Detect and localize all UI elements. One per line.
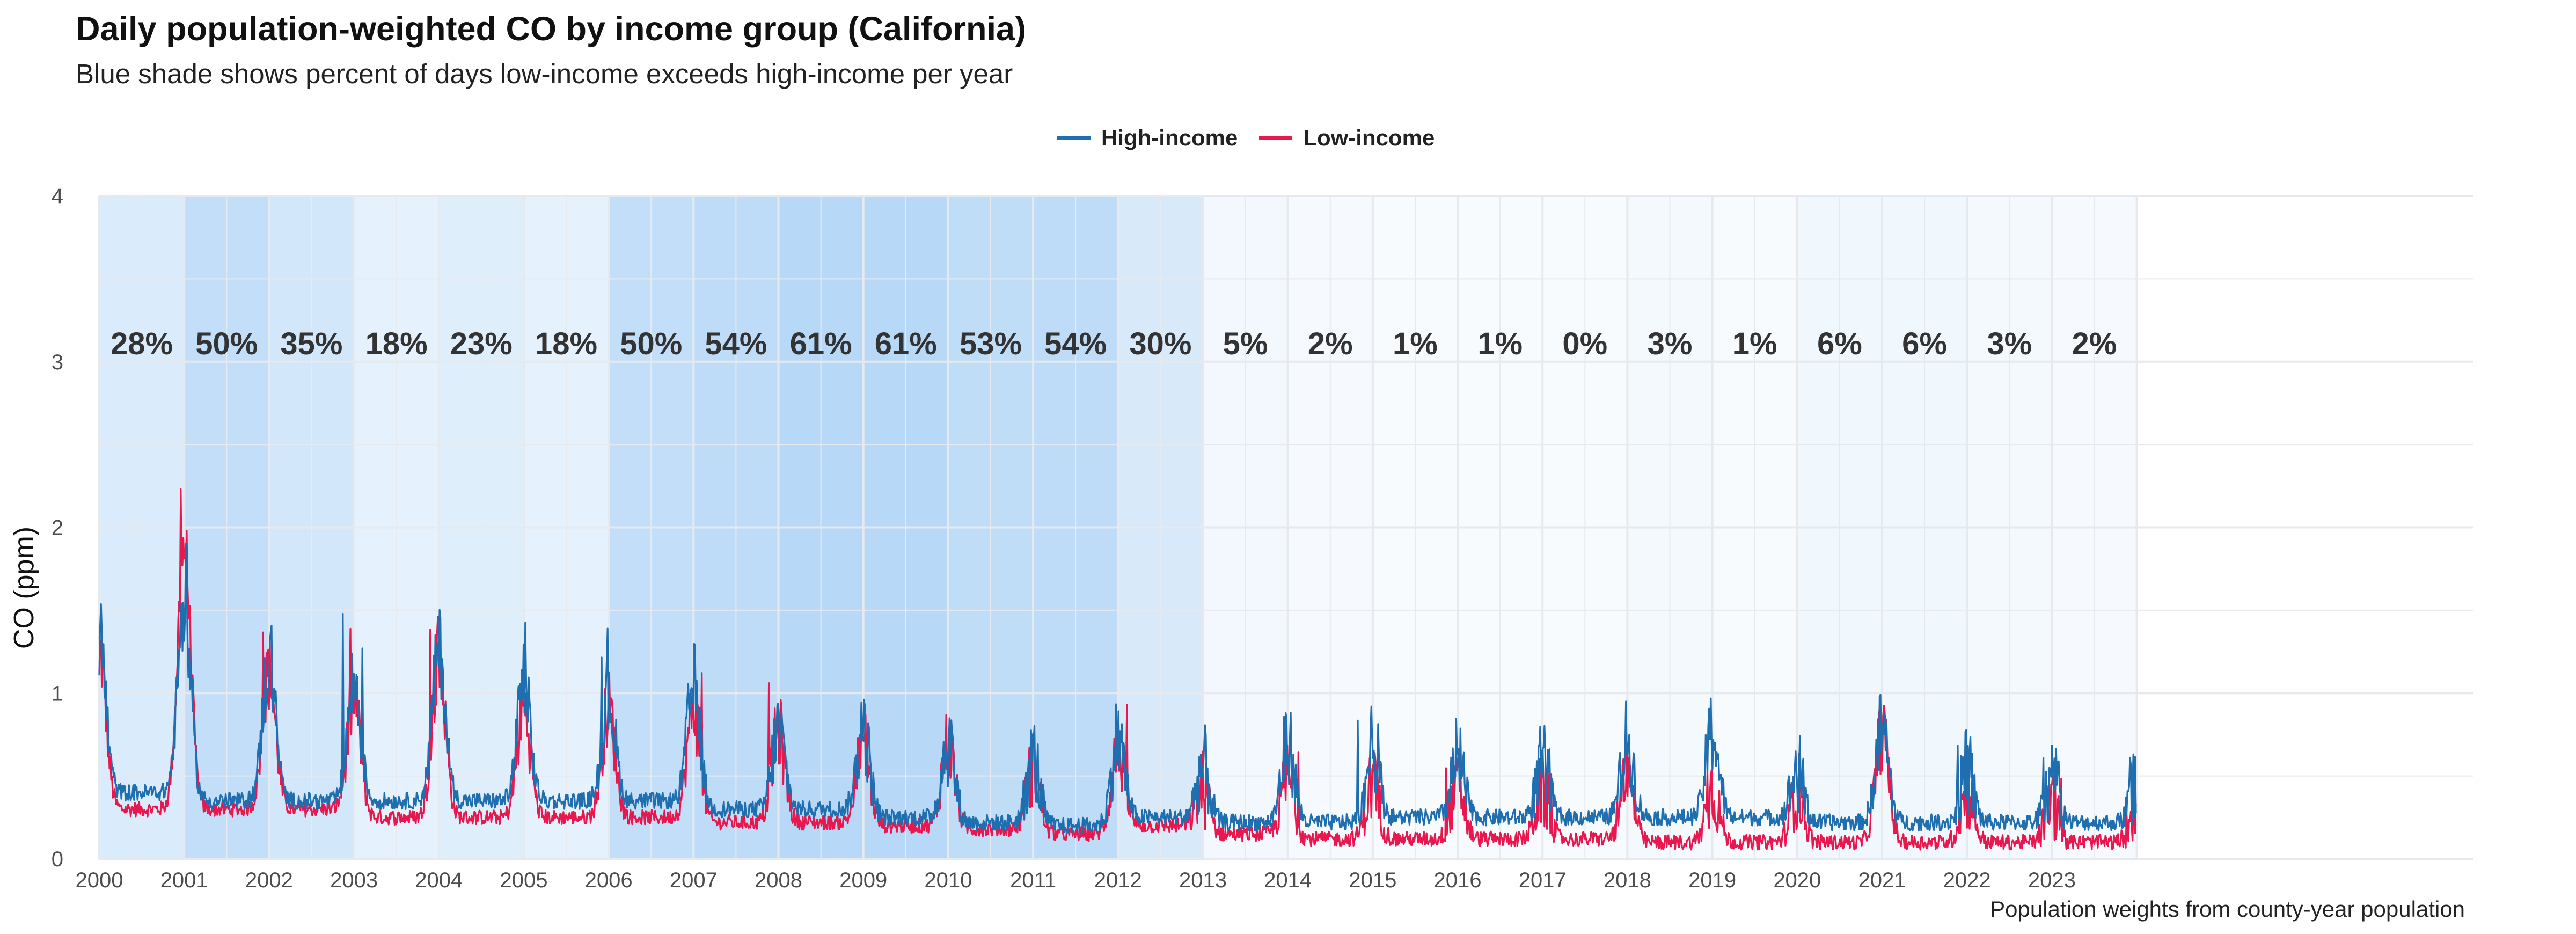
y-tick-label: 2 — [52, 516, 63, 540]
percent-label-2004: 23% — [450, 326, 513, 361]
percent-label-2013: 5% — [1223, 326, 1268, 361]
x-tick-label: 2012 — [1094, 869, 1142, 892]
x-tick-label: 2016 — [1434, 869, 1482, 892]
percent-label-2009: 61% — [875, 326, 937, 361]
legend-item-high-income: High-income — [1057, 125, 1238, 151]
x-tick-label: 2010 — [924, 869, 972, 892]
x-tick-label: 2022 — [1943, 869, 1991, 892]
x-tick-label: 2023 — [2028, 869, 2076, 892]
series-line-high-income — [98, 543, 2137, 835]
percent-label-2002: 35% — [280, 326, 342, 361]
legend-label-low-income: Low-income — [1303, 125, 1435, 150]
x-tick-label: 2000 — [76, 869, 123, 892]
x-tick-label: 2003 — [330, 869, 378, 892]
x-tick-label: 2021 — [1858, 869, 1906, 892]
percent-label-2006: 50% — [620, 326, 682, 361]
x-tick-label: 2017 — [1519, 869, 1567, 892]
percent-label-2001: 50% — [195, 326, 258, 361]
percent-label-2005: 18% — [535, 326, 597, 361]
percent-label-2008: 61% — [790, 326, 852, 361]
percent-label-2017: 0% — [1562, 326, 1607, 361]
percent-label-2003: 18% — [365, 326, 428, 361]
percent-label-2012: 30% — [1129, 326, 1191, 361]
percent-label-2021: 6% — [1902, 326, 1947, 361]
series-lines — [98, 488, 2137, 851]
percent-label-2011: 54% — [1044, 326, 1107, 361]
percent-label-2016: 1% — [1477, 326, 1523, 361]
x-tick-label: 2019 — [1688, 869, 1736, 892]
percent-label-2014: 2% — [1308, 326, 1353, 361]
percent-label-2007: 54% — [705, 326, 767, 361]
x-tick-label: 2007 — [670, 869, 718, 892]
percent-label-2019: 1% — [1732, 326, 1777, 361]
chart-title: Daily population-weighted CO by income g… — [76, 10, 1027, 48]
x-tick-label: 2020 — [1773, 869, 1821, 892]
percent-label-2000: 28% — [111, 326, 173, 361]
x-tick-label: 2015 — [1349, 869, 1396, 892]
y-tick-label: 3 — [52, 351, 63, 374]
x-tick-label: 2008 — [755, 869, 802, 892]
y-axis-label: CO (ppm) — [9, 527, 40, 649]
x-tick-label: 2001 — [160, 869, 208, 892]
legend-key-high-income — [1057, 136, 1091, 140]
y-tick-label: 4 — [52, 185, 63, 208]
legend-key-low-income — [1259, 136, 1293, 140]
x-tick-label: 2014 — [1264, 869, 1312, 892]
x-tick-label: 2002 — [245, 869, 293, 892]
x-tick-label: 2006 — [585, 869, 633, 892]
percent-label-2022: 3% — [1987, 326, 2032, 361]
x-tick-label: 2018 — [1604, 869, 1651, 892]
percent-labels: 28% 50% 35% 18% 23% 18% 50% 54% 61% 61% 53% 54% 30% 5… — [111, 326, 2117, 361]
x-tick-label: 2013 — [1179, 869, 1227, 892]
chart-caption: Population weights from county-year popu… — [1990, 896, 2465, 922]
legend-item-low-income: Low-income — [1259, 125, 1435, 151]
y-tick-label: 1 — [52, 682, 63, 705]
percent-label-2018: 3% — [1648, 326, 1693, 361]
percent-label-2023: 2% — [2072, 326, 2117, 361]
x-tick-label: 2009 — [839, 869, 887, 892]
legend-label-high-income: High-income — [1101, 125, 1238, 150]
y-tick-label: 0 — [52, 848, 63, 871]
axes: 0 1 2 3 4 2000 2001 2002 2003 2004 2005 2006 2007 200… — [52, 185, 2076, 892]
percent-label-2015: 1% — [1393, 326, 1438, 361]
x-tick-label: 2011 — [1010, 869, 1056, 892]
x-tick-label: 2004 — [415, 869, 463, 892]
x-tick-label: 2005 — [500, 869, 547, 892]
chart-subtitle: Blue shade shows percent of days low-inc… — [76, 59, 1013, 89]
percent-label-2020: 6% — [1817, 326, 1862, 361]
percent-label-2010: 53% — [960, 326, 1022, 361]
legend: High-income Low-income — [1057, 119, 1435, 157]
